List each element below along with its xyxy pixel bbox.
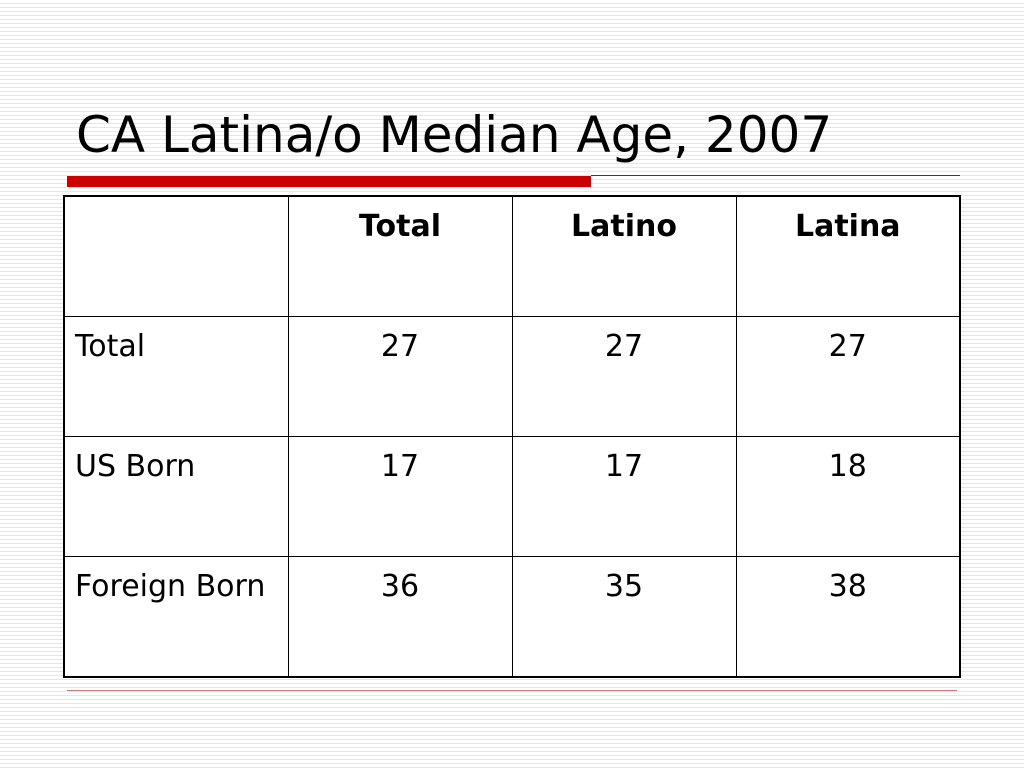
cell-total-latino: 27 <box>511 316 737 437</box>
title-underline-bar <box>67 176 591 187</box>
header-cell-latino: Latino <box>511 195 737 317</box>
title-underline-line <box>591 175 960 176</box>
cell-total-total: 27 <box>287 316 513 437</box>
median-age-table: Total Latino Latina Total 27 27 27 US Bo… <box>63 195 961 678</box>
slide-title: CA Latina/o Median Age, 2007 <box>76 106 833 164</box>
cell-foreign-born-total: 36 <box>287 556 513 678</box>
row-label-total: Total <box>63 316 289 437</box>
row-label-foreign-born: Foreign Born <box>63 556 289 678</box>
header-cell-total: Total <box>287 195 513 317</box>
table-row: US Born 17 17 18 <box>63 436 961 557</box>
table-row: Total 27 27 27 <box>63 316 961 437</box>
row-label-us-born: US Born <box>63 436 289 557</box>
cell-foreign-born-latino: 35 <box>511 556 737 678</box>
cell-foreign-born-latina: 38 <box>735 556 961 678</box>
cell-us-born-latino: 17 <box>511 436 737 557</box>
header-cell-empty <box>63 195 289 317</box>
header-cell-latina: Latina <box>735 195 961 317</box>
cell-total-latina: 27 <box>735 316 961 437</box>
cell-us-born-total: 17 <box>287 436 513 557</box>
table-row: Foreign Born 36 35 38 <box>63 556 961 678</box>
cell-us-born-latina: 18 <box>735 436 961 557</box>
bottom-rule <box>67 690 957 691</box>
table-header-row: Total Latino Latina <box>63 195 961 317</box>
